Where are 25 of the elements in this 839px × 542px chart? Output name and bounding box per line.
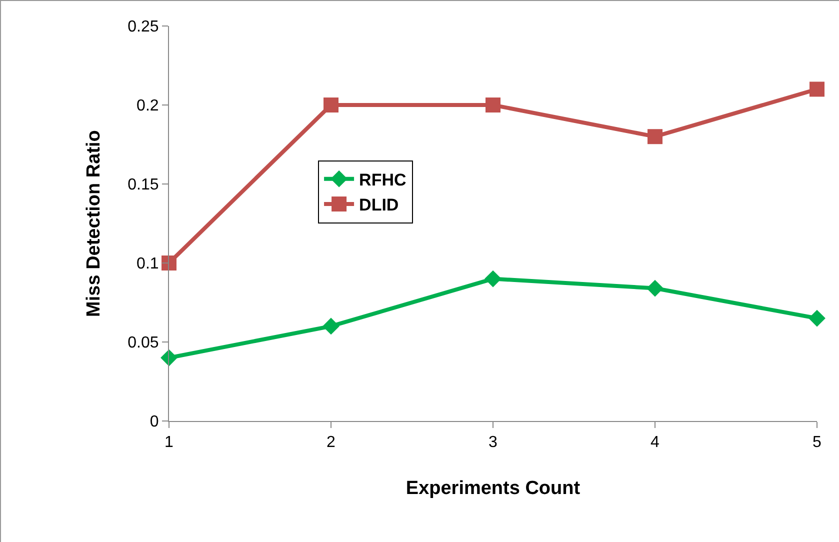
- y-tick-label: 0.15: [128, 176, 159, 194]
- x-tick-label: 4: [650, 434, 660, 452]
- point: [324, 98, 338, 112]
- legend-label: DLID: [359, 196, 399, 215]
- y-tick-label: 0.2: [136, 98, 159, 115]
- y-tick-label: 0.1: [136, 256, 159, 273]
- point: [162, 256, 176, 270]
- x-tick-label: 3: [488, 434, 498, 452]
- x-tick-label: 1: [164, 434, 174, 452]
- legend-label: RFHC: [359, 170, 406, 190]
- y-tick-label: 0.25: [128, 18, 159, 36]
- x-axis-title: Experiments Count: [406, 478, 581, 499]
- point: [648, 129, 662, 144]
- y-tick-label: 0.05: [128, 334, 159, 352]
- point: [160, 349, 178, 366]
- y-tick-label: 0: [150, 414, 159, 431]
- point: [322, 318, 340, 335]
- point: [484, 270, 502, 288]
- point: [808, 310, 826, 327]
- point: [646, 280, 664, 297]
- x-tick-label: 2: [326, 434, 336, 452]
- x-tick-label: 5: [812, 434, 822, 452]
- point: [810, 82, 824, 97]
- point: [486, 98, 500, 112]
- y-axis-title: Miss Detection Ratio: [84, 130, 105, 317]
